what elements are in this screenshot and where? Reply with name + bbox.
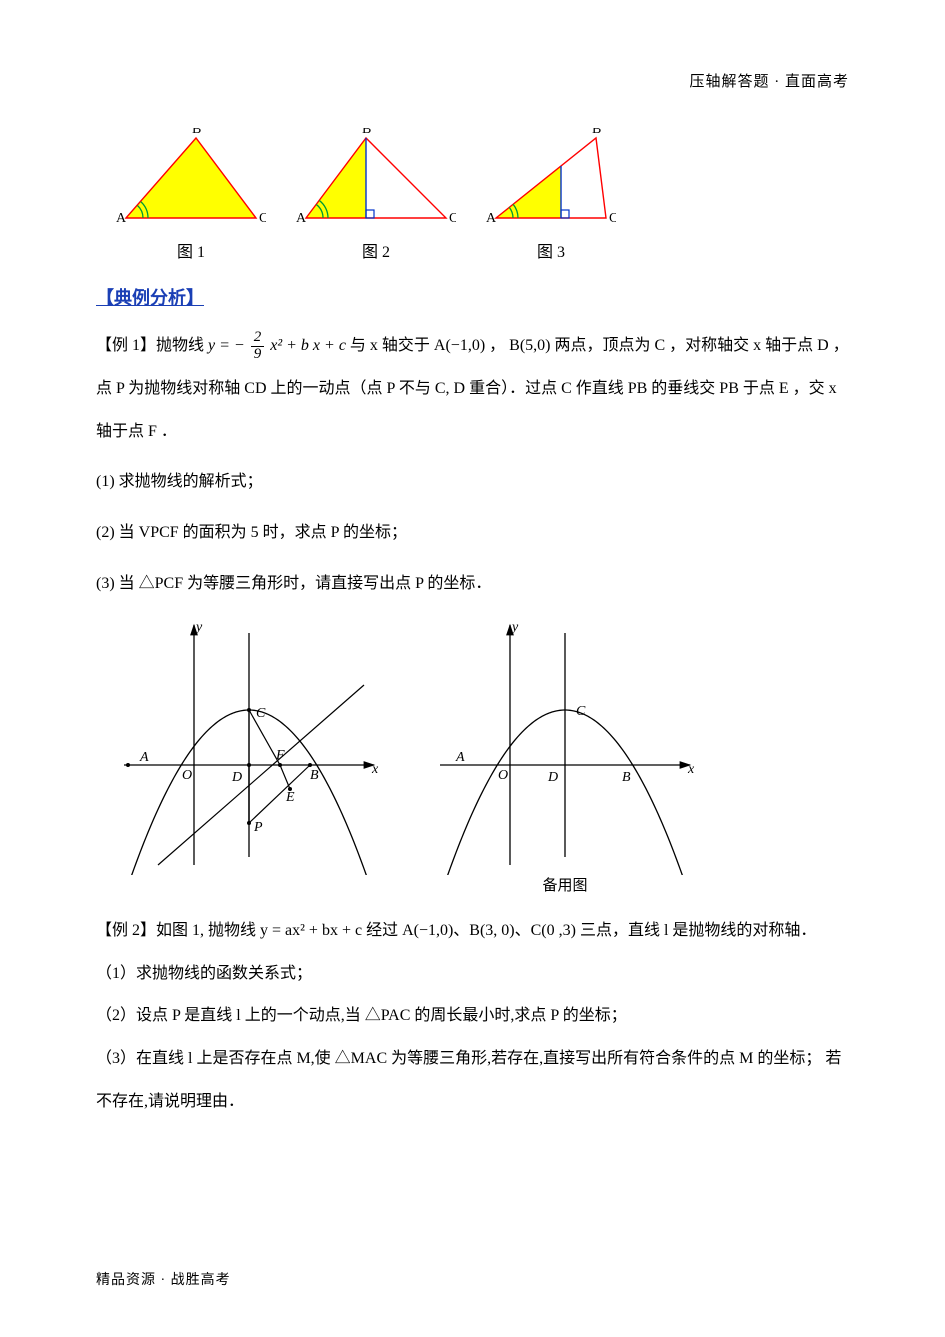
ex2-t1: 【例 2】如图 1, 抛物线 y = ax² + bx + c 经过 A(−1,… — [96, 913, 849, 950]
svg-text:B: B — [592, 128, 601, 137]
header-right: 压轴解答题 · 直面高考 — [690, 70, 850, 91]
ex1-line1: 【例 1】抛物线 y = − 2 9 x² + b x + c 与 x 轴交于 … — [96, 328, 849, 365]
svg-text:B: B — [310, 768, 319, 783]
triangle-2-label: 图 2 — [362, 238, 390, 262]
svg-text:D: D — [547, 770, 558, 785]
svg-text:A: A — [116, 211, 127, 226]
svg-text:C: C — [576, 704, 586, 719]
triangle-1-label: 图 1 — [177, 238, 205, 262]
ex1-t1: 与 x 轴交于 A(−1,0) ， B(5,0) 两点，顶点为 C ，对称轴交 … — [350, 337, 849, 354]
svg-text:B: B — [622, 770, 631, 785]
svg-text:C: C — [256, 706, 266, 721]
triangle-2: A B C 图 2 — [296, 128, 456, 262]
ex1-t3: 轴于点 F ． — [96, 414, 849, 451]
page: 压轴解答题 · 直面高考 A B C 图 1 A B C 图 2 A B C 图 3 【典例… — [0, 0, 945, 1337]
triangle-2-svg: A B C — [296, 128, 456, 228]
svg-text:x: x — [687, 762, 695, 777]
ex1-fraction: 2 9 — [251, 330, 265, 363]
chart-right-wrap: y x O A B C D 备用图 — [430, 615, 700, 895]
ex1-q3: (3) 当 △PCF 为等腰三角形时，请直接写出点 P 的坐标． — [96, 566, 849, 603]
ex1-prefix: 【例 1】抛物线 — [96, 337, 208, 354]
svg-text:C: C — [609, 211, 616, 226]
triangle-3-svg: A B C — [486, 128, 616, 228]
triangle-1-svg: A B C — [116, 128, 266, 228]
svg-text:A: A — [486, 211, 497, 226]
chart-left: yxOABCDEFP — [114, 615, 384, 875]
ex2-q2: （2）设点 P 是直线 l 上的一个动点,当 △PAC 的周长最小时,求点 P … — [96, 998, 849, 1035]
svg-text:P: P — [253, 820, 263, 835]
triangle-3-label: 图 3 — [537, 238, 565, 262]
svg-text:y: y — [510, 620, 519, 635]
svg-text:C: C — [259, 211, 266, 226]
ex2-q3b: 不存在,请说明理由． — [96, 1084, 849, 1121]
svg-text:C: C — [449, 211, 456, 226]
chart-right-caption: 备用图 — [430, 874, 700, 895]
chart-right: y x O A B C D — [430, 615, 700, 875]
svg-text:E: E — [285, 790, 295, 805]
ex1-q1: (1) 求抛物线的解析式； — [96, 464, 849, 501]
svg-text:A: A — [139, 750, 149, 765]
svg-text:O: O — [182, 768, 192, 783]
ex1-q2: (2) 当 VPCF 的面积为 5 时，求点 P 的坐标； — [96, 515, 849, 552]
svg-text:A: A — [455, 750, 465, 765]
ex1-t2: 点 P 为抛物线对称轴 CD 上的一动点（点 P 不与 C, D 重合）．过点 … — [96, 371, 849, 408]
svg-text:A: A — [296, 211, 307, 226]
triangles-row: A B C 图 1 A B C 图 2 A B C 图 3 — [116, 128, 849, 262]
svg-text:x: x — [371, 762, 379, 777]
svg-text:B: B — [362, 128, 371, 137]
triangle-1: A B C 图 1 — [116, 128, 266, 262]
ex2-q1: （1）求抛物线的函数关系式； — [96, 956, 849, 993]
chart-left-wrap: yxOABCDEFP — [114, 615, 384, 895]
svg-text:B: B — [192, 128, 201, 137]
svg-text:D: D — [231, 770, 242, 785]
chart-row: yxOABCDEFP yxOABCD 备用图 — [114, 615, 849, 895]
section-title: 【典例分析】 — [96, 284, 849, 310]
svg-text:O: O — [498, 768, 508, 783]
ex2-q3a: （3）在直线 l 上是否存在点 M,使 △MAC 为等腰三角形,若存在,直接写出… — [96, 1041, 849, 1078]
footer-left: 精品资源 · 战胜高考 — [96, 1269, 231, 1289]
svg-text:y: y — [194, 620, 203, 635]
triangle-3: A B C 图 3 — [486, 128, 616, 262]
ex1-formula: y = − 2 9 x² + b x + c — [208, 337, 350, 354]
